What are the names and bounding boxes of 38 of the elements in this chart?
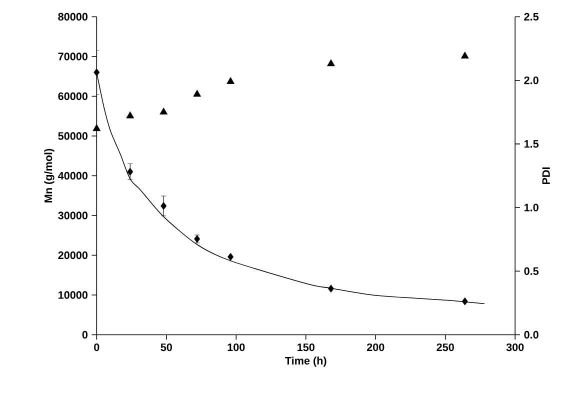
x-axis-title: Time (h) bbox=[285, 356, 326, 367]
y2-tick-label: 2.5 bbox=[524, 13, 539, 21]
point bbox=[160, 108, 168, 115]
x-tick-label: 150 bbox=[298, 344, 314, 352]
point bbox=[228, 253, 234, 261]
x-tick-label: 250 bbox=[436, 344, 454, 352]
point bbox=[226, 77, 234, 84]
point bbox=[328, 284, 334, 293]
point bbox=[94, 68, 100, 76]
x-tick-label: 50 bbox=[160, 344, 172, 352]
y-tick-label: 50000 bbox=[58, 132, 88, 140]
point bbox=[193, 90, 202, 97]
y2-tick-label: 1.5 bbox=[524, 140, 539, 148]
y2-tick-label: 2.0 bbox=[524, 76, 538, 84]
point bbox=[460, 52, 469, 59]
y-tick-label: 10000 bbox=[58, 291, 88, 299]
y2-tick-label: 1.0 bbox=[524, 204, 538, 212]
point bbox=[92, 124, 101, 132]
y2-tick-label: 0.5 bbox=[524, 267, 539, 276]
point bbox=[126, 112, 134, 118]
y-tick-label: 20000 bbox=[58, 252, 88, 260]
y-tick-label: 30000 bbox=[58, 212, 88, 220]
y2-axis-title: PDI bbox=[542, 168, 550, 184]
point bbox=[462, 298, 468, 306]
point bbox=[327, 59, 335, 66]
x-tick-label: 300 bbox=[506, 344, 524, 352]
y-tick-label: 80000 bbox=[58, 13, 88, 21]
x-tick-label: 0 bbox=[94, 344, 100, 352]
x-tick-label: 100 bbox=[228, 344, 245, 352]
y-tick-label: 0 bbox=[82, 331, 88, 339]
y-axis-title: Mn (g/mol) bbox=[44, 149, 54, 203]
y-tick-label: 70000 bbox=[58, 52, 88, 60]
x-tick-label: 200 bbox=[366, 344, 384, 352]
y2-tick-label: 0.0 bbox=[524, 331, 538, 339]
point bbox=[127, 168, 134, 176]
y-tick-label: 60000 bbox=[58, 92, 88, 100]
y-tick-label: 40000 bbox=[58, 172, 88, 180]
point bbox=[160, 202, 167, 210]
